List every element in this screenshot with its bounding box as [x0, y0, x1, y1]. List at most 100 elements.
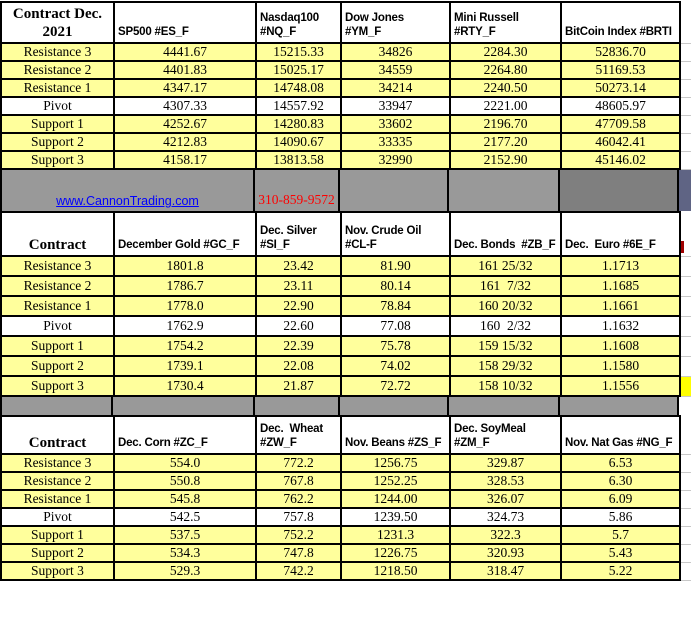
value-cell: 6.09	[560, 489, 681, 509]
table-row: Support 1 4252.67 14280.83 33602 2196.70 4770…	[0, 114, 691, 134]
value-cell: 1239.50	[340, 507, 451, 527]
value-cell: 158 29/32	[449, 355, 562, 377]
value-cell: 33602	[340, 114, 451, 134]
value-cell: 537.5	[113, 525, 257, 545]
row-label: Pivot	[0, 96, 115, 116]
value-cell: 1730.4	[113, 375, 257, 397]
value-cell: 550.8	[113, 471, 257, 491]
value-cell: 324.73	[449, 507, 562, 527]
value-cell: 15025.17	[255, 60, 342, 80]
row-label: Resistance 1	[0, 78, 115, 98]
value-cell: 33335	[340, 132, 451, 152]
band-empty-cell	[2, 397, 113, 415]
column-header: Nasdaq100 #NQ_F	[255, 1, 342, 44]
value-cell: 5.7	[560, 525, 681, 545]
column-header: December Gold #GC_F	[113, 211, 257, 257]
contact-band: www.CannonTrading.com 310-859-9572	[0, 170, 691, 211]
row-label: Support 1	[0, 335, 115, 357]
table-row: Resistance 3 1801.8 23.42 81.90 161 25/32 1.1…	[0, 255, 691, 277]
website-link[interactable]: www.CannonTrading.com	[56, 194, 199, 208]
row-label: Resistance 2	[0, 60, 115, 80]
column-header: BitCoin Index #BRTI	[560, 1, 681, 44]
row-label: Resistance 3	[0, 42, 115, 62]
value-cell: 34214	[340, 78, 451, 98]
column-header: Nov. Nat Gas #NG_F	[560, 415, 681, 455]
value-cell: 329.87	[449, 453, 562, 473]
edge-sliver-cell	[680, 212, 691, 257]
phone-cell: 310-859-9572	[255, 170, 340, 211]
band-empty-cell	[560, 397, 679, 415]
value-cell: 4158.17	[113, 150, 257, 170]
column-header: Mini Russell #RTY_F	[449, 1, 562, 44]
value-cell: 757.8	[255, 507, 342, 527]
band-empty-cell	[255, 397, 340, 415]
row-label: Resistance 3	[0, 453, 115, 473]
corner-label: Contract	[0, 211, 115, 257]
table-row: Resistance 3 4441.67 15215.33 34826 2284.30 5…	[0, 42, 691, 62]
band-empty-cell	[449, 170, 560, 211]
column-header: Dec. Euro #6E_F	[560, 211, 681, 257]
value-cell: 4212.83	[113, 132, 257, 152]
column-header: Nov. Beans #ZS_F	[340, 415, 451, 455]
edge-sliver-cell	[680, 472, 691, 491]
table-row: Support 1 537.5 752.2 1231.3 322.3 5.7	[0, 525, 691, 545]
value-cell: 34559	[340, 60, 451, 80]
value-cell: 13813.58	[255, 150, 342, 170]
value-cell: 554.0	[113, 453, 257, 473]
value-cell: 22.60	[255, 315, 342, 337]
value-cell: 22.08	[255, 355, 342, 377]
value-cell: 767.8	[255, 471, 342, 491]
commodities-pivot-table: Contract December Gold #GC_F Dec. Silver #…	[0, 211, 691, 397]
edge-sliver-cell	[680, 2, 691, 44]
value-cell: 1226.75	[340, 543, 451, 563]
value-cell: 1.1713	[560, 255, 681, 277]
value-cell: 2240.50	[449, 78, 562, 98]
column-header: Dow Jones #YM_F	[340, 1, 451, 44]
value-cell: 33947	[340, 96, 451, 116]
website-cell: www.CannonTrading.com	[2, 170, 255, 211]
header-row: Contract December Gold #GC_F Dec. Silver #…	[0, 211, 691, 257]
edge-sliver-cell	[680, 79, 691, 98]
table-row: Resistance 2 550.8 767.8 1252.25 328.53 6.30	[0, 471, 691, 491]
value-cell: 23.11	[255, 275, 342, 297]
edge-sliver-cell	[680, 133, 691, 152]
value-cell: 762.2	[255, 489, 342, 509]
row-label: Support 3	[0, 375, 115, 397]
value-cell: 161 7/32	[449, 275, 562, 297]
value-cell: 742.2	[255, 561, 342, 581]
table-row: Resistance 2 4401.83 15025.17 34559 2264.80 5…	[0, 60, 691, 80]
value-cell: 1762.9	[113, 315, 257, 337]
edge-sliver-cell	[680, 296, 691, 317]
cutoff-text-fragment	[681, 240, 684, 253]
value-cell: 21.87	[255, 375, 342, 397]
edge-sliver-cell	[680, 151, 691, 170]
edge-sliver-cell	[680, 544, 691, 563]
value-cell: 1231.3	[340, 525, 451, 545]
indices-pivot-table: Contract Dec. 2021 SP500 #ES_F Nasdaq100 #…	[0, 1, 691, 170]
value-cell: 1.1556	[560, 375, 681, 397]
value-cell: 328.53	[449, 471, 562, 491]
row-label: Support 3	[0, 150, 115, 170]
value-cell: 48605.97	[560, 96, 681, 116]
edge-sliver-cell	[680, 256, 691, 277]
value-cell: 1754.2	[113, 335, 257, 357]
column-header: Dec. Corn #ZC_F	[113, 415, 257, 455]
row-label: Pivot	[0, 315, 115, 337]
table-row: Pivot 1762.9 22.60 77.08 160 2/32 1.1632	[0, 315, 691, 337]
column-header: Dec. Wheat #ZW_F	[255, 415, 342, 455]
value-cell: 34826	[340, 42, 451, 62]
value-cell: 5.86	[560, 507, 681, 527]
value-cell: 6.30	[560, 471, 681, 491]
column-header: Dec. Silver #SI_F	[255, 211, 342, 257]
table-row: Pivot 542.5 757.8 1239.50 324.73 5.86	[0, 507, 691, 527]
edge-sliver-cell	[680, 454, 691, 473]
edge-sliver-cell	[680, 508, 691, 527]
value-cell: 2221.00	[449, 96, 562, 116]
edge-sliver-cell	[680, 526, 691, 545]
row-label: Support 1	[0, 525, 115, 545]
header-row: Contract Dec. Corn #ZC_F Dec. Wheat #ZW_F N…	[0, 415, 691, 455]
edge-sliver-cell	[680, 356, 691, 377]
value-cell: 2284.30	[449, 42, 562, 62]
value-cell: 14748.08	[255, 78, 342, 98]
value-cell: 1218.50	[340, 561, 451, 581]
